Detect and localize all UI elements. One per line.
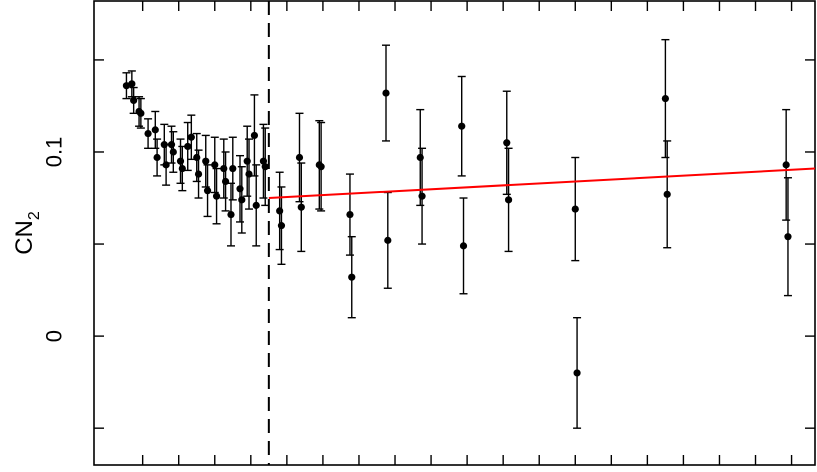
data-point-20 [211,161,219,169]
data-point-43 [384,236,392,244]
y-tick-label-0: 0 [42,330,67,342]
data-point-1 [128,80,136,88]
data-point-51 [573,369,581,377]
data-point-24 [227,210,235,219]
x-axis-ticks [141,1,793,465]
error-bars [122,38,792,429]
data-point-5 [144,129,152,138]
data-point-13 [178,164,186,173]
data-point-30 [250,131,259,140]
y-axis-label-subscript: 2 [26,211,43,220]
data-point-55 [784,233,792,241]
data-point-45 [418,192,426,200]
data-point-22 [220,164,228,173]
data-point-42 [382,89,390,97]
data-point-52 [661,94,669,103]
data-point-6 [151,126,159,134]
data-point-29 [245,170,253,178]
data-point-2 [130,96,138,105]
data-point-53 [663,190,671,198]
data-point-10 [167,141,176,149]
data-point-18 [202,157,210,165]
data-point-19 [203,187,212,195]
data-point-28 [243,157,251,165]
y-axis-label: CN2 [11,211,43,255]
data-point-11 [169,148,177,156]
data-point-26 [236,185,244,193]
data-point-15 [187,133,195,141]
data-point-0 [122,82,131,90]
data-point-41 [348,273,356,281]
y-axis-ticks [94,59,815,429]
data-point-40 [346,210,354,219]
data-point-12 [176,157,185,165]
data-point-25 [229,164,237,173]
data-point-37 [297,203,305,211]
data-point-14 [184,142,192,151]
y-axis-tick-labels: 00.1 [42,137,67,343]
data-point-21 [212,192,221,200]
data-point-34 [276,207,284,215]
data-point-36 [295,153,304,162]
data-points [122,80,792,377]
data-point-4 [137,109,145,117]
data-point-17 [194,170,203,178]
data-point-7 [153,153,161,162]
data-point-8 [160,141,168,149]
plot-frame [93,0,816,466]
data-point-16 [193,153,201,162]
data-point-9 [162,161,170,169]
y-tick-label-1: 0.1 [42,137,67,168]
y-axis-label-main: CN [11,220,38,255]
data-point-50 [571,205,579,213]
data-point-44 [416,153,424,162]
data-point-32 [259,157,268,165]
data-point-54 [782,161,790,169]
data-point-49 [504,196,513,204]
data-point-33 [261,163,269,171]
data-point-27 [238,196,246,204]
data-point-39 [317,163,325,171]
data-point-47 [459,242,468,250]
data-point-23 [221,177,230,186]
data-point-46 [458,122,466,130]
data-point-31 [252,201,260,209]
data-point-35 [277,222,286,230]
fit-line [268,167,816,200]
data-point-48 [503,139,511,147]
